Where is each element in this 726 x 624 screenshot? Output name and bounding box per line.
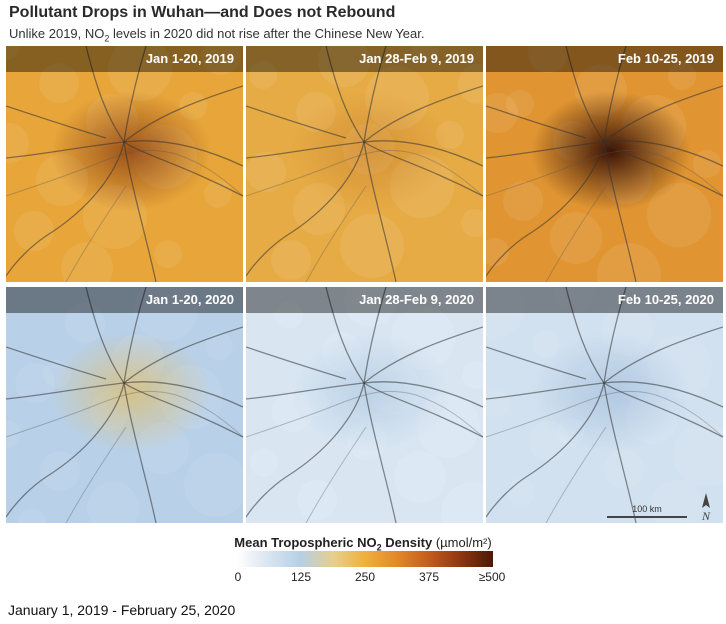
date-range-footer: January 1, 2019 - February 25, 2020 bbox=[8, 602, 236, 618]
map-panel-jan-2020: Jan 1-20, 2020 bbox=[6, 287, 243, 523]
map-image bbox=[246, 46, 483, 282]
map-image bbox=[6, 287, 243, 523]
map-panel-late-jan-2019: Jan 28-Feb 9, 2019 bbox=[246, 46, 483, 282]
map-image bbox=[486, 287, 723, 523]
map-panel-late-jan-2020: Jan 28-Feb 9, 2020 bbox=[246, 287, 483, 523]
north-arrow-icon: N bbox=[693, 492, 719, 523]
legend-title: Mean Tropospheric NO2 Density (µmol/m²) bbox=[234, 535, 492, 553]
scale-bar: 100 km bbox=[607, 504, 687, 520]
legend-tick: 375 bbox=[418, 570, 440, 584]
map-title: Pollutant Drops in Wuhan—and Does not Re… bbox=[9, 4, 396, 21]
scale-bar-label: 100 km bbox=[632, 504, 662, 514]
map-subtitle: Unlike 2019, NO2 levels in 2020 did not … bbox=[9, 26, 425, 44]
legend-tick: 250 bbox=[354, 570, 376, 584]
map-panel-feb-2020: Feb 10-25, 2020 bbox=[486, 287, 723, 523]
panel-date-label: Feb 10-25, 2019 bbox=[486, 46, 723, 72]
panel-date-label: Feb 10-25, 2020 bbox=[486, 287, 723, 313]
map-image bbox=[246, 287, 483, 523]
panel-date-label: Jan 1-20, 2019 bbox=[6, 46, 243, 72]
panel-date-label: Jan 1-20, 2020 bbox=[6, 287, 243, 313]
legend-tick: 0 bbox=[234, 570, 242, 584]
scale-bar-line bbox=[607, 516, 687, 518]
map-image bbox=[6, 46, 243, 282]
map-image bbox=[486, 46, 723, 282]
legend-color-bar bbox=[237, 551, 493, 567]
north-arrow-label: N bbox=[701, 509, 711, 522]
panel-date-label: Jan 28-Feb 9, 2020 bbox=[246, 287, 483, 313]
map-panel-feb-2019: Feb 10-25, 2019 bbox=[486, 46, 723, 282]
legend-tick: ≥500 bbox=[478, 570, 506, 584]
legend-tick: 125 bbox=[290, 570, 312, 584]
panel-date-label: Jan 28-Feb 9, 2019 bbox=[246, 46, 483, 72]
map-panel-jan-2019: Jan 1-20, 2019 bbox=[6, 46, 243, 282]
